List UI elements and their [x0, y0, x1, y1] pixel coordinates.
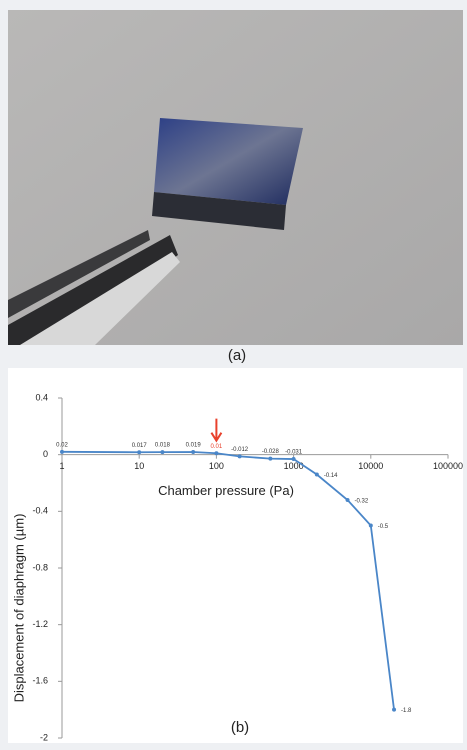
data-point — [345, 498, 350, 502]
tweezer — [8, 230, 150, 318]
data-label: 0.017 — [132, 443, 148, 449]
chip-side — [152, 192, 286, 230]
data-label: 0.018 — [155, 443, 171, 449]
data-point — [160, 450, 165, 455]
data-label: 0.019 — [186, 443, 202, 449]
data-label: 0.02 — [56, 442, 68, 448]
x-tick-label: 10000 — [358, 461, 383, 471]
data-line — [61, 450, 395, 710]
data-point — [268, 456, 273, 461]
photo — [8, 10, 463, 345]
data-point — [214, 451, 219, 456]
x-axis-label: Chamber pressure (Pa) — [158, 483, 294, 498]
annotation-arrow — [210, 418, 223, 443]
y-tick-label: -2 — [40, 732, 48, 742]
x-tick-label: 100 — [209, 461, 224, 471]
y-tick-label: -1.6 — [32, 676, 48, 686]
data-label: -0.012 — [231, 447, 249, 453]
y-axis-label: Displacement of diaphragm (µm) — [11, 514, 26, 703]
data-label: 0.01 — [211, 444, 223, 450]
tweezer-highlight — [20, 252, 180, 345]
y-tick-label: -0.4 — [32, 506, 48, 516]
data-label: -0.5 — [378, 524, 389, 530]
tweezer — [8, 235, 178, 345]
y-tick-label: 0.4 — [35, 392, 48, 402]
data-point — [137, 450, 142, 455]
chart-background — [8, 368, 463, 743]
x-tick-label: 100000 — [433, 461, 463, 471]
caption: (a) — [228, 347, 246, 364]
data-label: -0.14 — [324, 473, 338, 479]
x-tick-label: 1 — [59, 461, 64, 471]
data-point — [368, 523, 373, 528]
y-tick-label: 0 — [43, 449, 48, 459]
data-point — [60, 449, 64, 454]
data-point — [291, 457, 296, 462]
data-point — [314, 472, 319, 477]
data-label: -1.8 — [401, 708, 412, 714]
data-label: -0.32 — [355, 499, 369, 505]
chip-top — [154, 118, 303, 205]
data-label: -0.031 — [285, 450, 303, 456]
y-tick-label: -0.8 — [32, 562, 48, 572]
data-point — [237, 454, 242, 459]
data-label: -0.028 — [262, 449, 280, 455]
y-tick-label: -1.2 — [32, 619, 48, 629]
x-tick-label: 1000 — [284, 461, 304, 471]
data-point — [392, 707, 397, 712]
caption: (b) — [231, 719, 249, 736]
x-tick-label: 10 — [134, 461, 144, 471]
data-point — [191, 449, 196, 454]
